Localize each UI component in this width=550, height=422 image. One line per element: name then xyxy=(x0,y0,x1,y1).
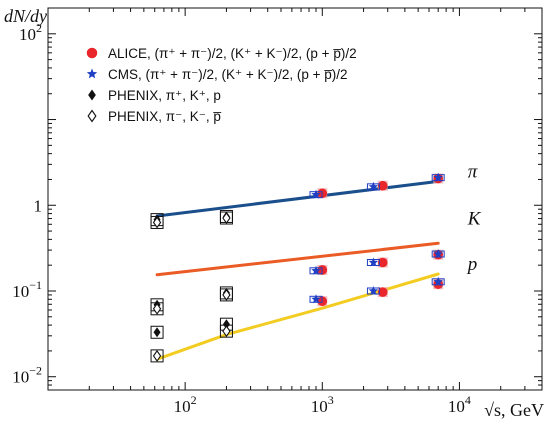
phenix-error-box xyxy=(219,288,233,302)
axis-labels: dN/dy √s, GeV xyxy=(4,6,544,420)
legend-marker xyxy=(87,109,97,123)
x-tick-label: 102 xyxy=(174,393,197,416)
data-point xyxy=(222,212,231,224)
plot-border xyxy=(47,7,543,391)
data-points xyxy=(150,172,445,363)
data-point xyxy=(377,287,388,297)
legend-marker xyxy=(88,89,96,101)
data-point xyxy=(368,286,379,295)
data-point xyxy=(433,276,443,286)
data-point xyxy=(152,216,162,229)
legend-label: CMS, (π⁺ + π⁻)/2, (K⁺ + K⁻)/2, (p + p̅)/… xyxy=(108,67,348,82)
phenix-error-box xyxy=(150,325,164,339)
legend-marker xyxy=(86,68,98,79)
data-point xyxy=(377,180,388,191)
curve-annotation: p xyxy=(466,254,478,275)
y-tick-label: 1 xyxy=(34,196,43,215)
y-axis-label: dN/dy xyxy=(4,6,47,26)
data-point xyxy=(311,265,321,275)
data-point xyxy=(152,349,162,362)
curve-π xyxy=(155,179,440,218)
data-point xyxy=(222,288,231,301)
data-point xyxy=(222,325,231,338)
y-tick-label: 10−1 xyxy=(12,278,42,301)
legend: ALICE, (π⁺ + π⁻)/2, (K⁺ + K⁻)/2, (p + p̅… xyxy=(86,46,357,124)
phenix-error-box xyxy=(219,211,233,225)
phenix-error-box xyxy=(150,215,164,229)
data-point xyxy=(152,302,162,315)
data-point xyxy=(153,327,161,338)
curve-K xyxy=(155,241,440,277)
legend-marker xyxy=(86,47,98,59)
data-point xyxy=(222,319,230,330)
phenix-error-box xyxy=(150,349,164,363)
axis-ticks: 102 103 104 10−2 10−1 1 102 xyxy=(12,7,543,416)
data-point xyxy=(433,172,443,182)
curve-annotation: K xyxy=(467,208,482,229)
y-tick-label: 102 xyxy=(19,21,42,44)
legend-label: ALICE, (π⁺ + π⁻)/2, (K⁺ + K⁻)/2, (p + p̅… xyxy=(108,46,357,61)
legend-label: PHENIX, π⁺, K⁺, p xyxy=(108,88,221,103)
phenix-error-box xyxy=(150,302,164,316)
annotations: π Kp xyxy=(466,162,482,276)
curve-p xyxy=(155,272,440,361)
x-tick-label: 103 xyxy=(311,393,334,416)
x-axis-label: √s, GeV xyxy=(484,400,544,420)
phenix-error-box xyxy=(219,324,233,338)
plot-frame xyxy=(47,7,543,391)
data-point xyxy=(433,249,443,259)
model-curves xyxy=(155,179,440,361)
data-point xyxy=(368,181,379,191)
y-tick-label: 10−2 xyxy=(12,364,42,387)
legend-label: PHENIX, π⁻, K⁻, p̅ xyxy=(108,109,221,124)
data-point xyxy=(311,294,321,304)
x-tick-label: 104 xyxy=(448,393,471,416)
data-point xyxy=(377,257,388,268)
data-point xyxy=(311,189,321,199)
curve-annotation: π xyxy=(468,162,478,183)
data-point xyxy=(368,257,379,267)
